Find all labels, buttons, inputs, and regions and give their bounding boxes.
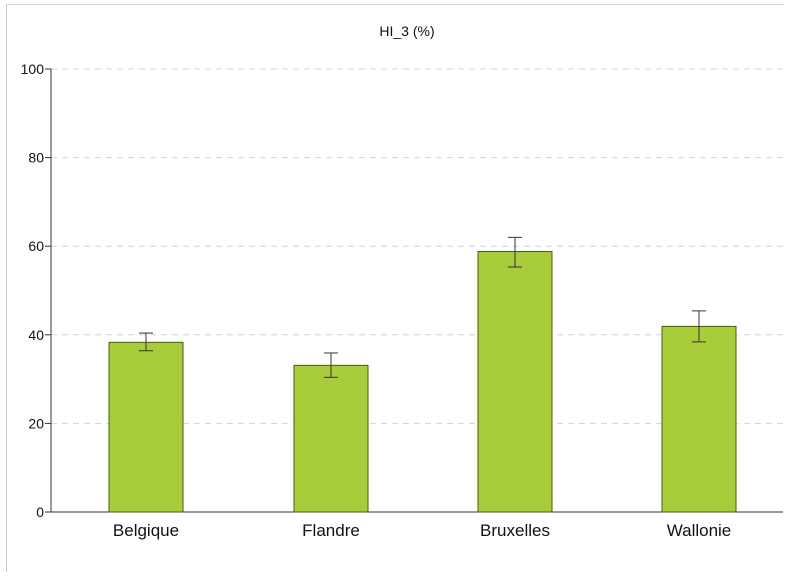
bars: [108, 236, 737, 513]
x-category-label: Flandre: [302, 521, 360, 540]
chart-title: HI_3 (%): [379, 23, 434, 39]
bar-belgique: [108, 341, 184, 513]
y-tick-label: 0: [36, 504, 44, 520]
error-bar-wallonie: [692, 310, 706, 343]
error-bar-bruxelles: [508, 236, 522, 268]
error-bar-belgique: [139, 332, 153, 352]
bar-wallonie: [661, 325, 737, 513]
x-category-label: Bruxelles: [480, 521, 550, 540]
bar-bruxelles: [477, 251, 553, 513]
y-tick-label: 40: [28, 327, 44, 343]
y-tick-label: 20: [28, 415, 44, 431]
bar-chart: HI_3 (%) 0 20 40 60 80 100 Belgique Flandre Brux…: [21, 23, 783, 540]
y-tick-label: 60: [28, 238, 44, 254]
chart-frame: HI_3 (%) 0 20 40 60 80 100 Belgique Flandre Brux…: [6, 4, 784, 572]
x-category-label: Wallonie: [667, 521, 732, 540]
y-tick-label: 100: [21, 61, 45, 77]
error-bar-flandre: [324, 352, 338, 378]
x-category-label: Belgique: [113, 521, 179, 540]
labels: 0 20 40 60 80 100 Belgique Flandre Bruxelles Wall…: [21, 61, 732, 540]
gridlines: [51, 68, 783, 424]
bar-flandre: [293, 364, 369, 513]
y-tick-label: 80: [28, 150, 44, 166]
